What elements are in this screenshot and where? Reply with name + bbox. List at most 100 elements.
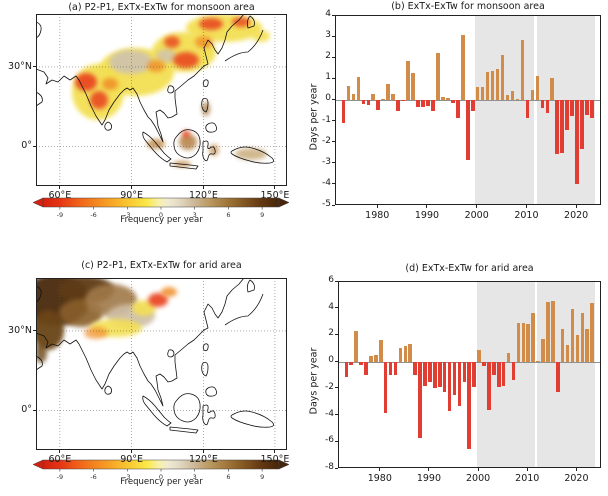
y-tick-label: -1 [322, 114, 331, 125]
panel-d-ylabel-text: Days per year [308, 347, 320, 415]
coastline [142, 395, 172, 427]
cb-tick-label: -6 [90, 211, 96, 219]
bar-1997 [462, 362, 467, 383]
bar-1995 [452, 362, 457, 395]
map-a [36, 14, 287, 186]
bar-2017 [560, 328, 565, 363]
bar-2003 [492, 362, 496, 376]
lon-label: 150°E [260, 454, 290, 465]
y-tick-label: 2 [325, 51, 331, 62]
bar-2010 [526, 324, 531, 363]
y-tick-label: 0 [328, 355, 334, 366]
bar-2012 [536, 360, 540, 363]
bar-1982 [388, 362, 393, 376]
x-tick-label: 2010 [514, 210, 539, 221]
x-tickmark [526, 468, 528, 471]
anomaly-blob [182, 130, 190, 138]
bar-1982 [386, 83, 390, 101]
coastline [169, 426, 199, 434]
y-tickmark [335, 440, 338, 442]
bar-1985 [401, 100, 405, 102]
bar-1984 [396, 100, 400, 111]
coastline [173, 129, 201, 159]
lon-label: 90°E [120, 190, 144, 201]
cb-tick-label: -9 [57, 473, 63, 481]
x-tick-label: 1990 [414, 210, 440, 221]
y-tick-label: -3 [322, 156, 331, 167]
x-tickmark [426, 205, 428, 208]
bar-2023 [590, 302, 594, 363]
bar-1977 [364, 362, 368, 375]
lon-tickmark [274, 186, 276, 189]
map-border [36, 278, 287, 450]
anomaly-blob [90, 91, 108, 109]
y-tickmark [332, 141, 335, 143]
y-tick-label: 2 [328, 328, 334, 339]
bar-2002 [485, 71, 490, 101]
y-tickmark [335, 387, 338, 389]
y-tickmark [332, 120, 335, 122]
bar-1999 [472, 362, 476, 387]
coastline [230, 146, 274, 164]
coastline [201, 98, 209, 113]
y-tickmark [335, 467, 338, 469]
lat-label: 30°N [8, 60, 32, 72]
bar-1992 [436, 52, 440, 101]
coastline [201, 362, 209, 377]
anomaly-blob [161, 287, 177, 297]
y-tickmark [332, 183, 335, 185]
coastline [167, 85, 175, 94]
panel-a-title: (a) P2-P1, ExTx-ExTw for monsoon area [68, 2, 255, 13]
bar-1981 [383, 362, 388, 413]
y-tick-label: 4 [325, 9, 331, 19]
bar-2002 [487, 362, 491, 410]
coastline [246, 15, 255, 29]
bar-2009 [521, 322, 526, 363]
bar-2011 [530, 89, 535, 101]
x-tick-label: 2000 [464, 210, 489, 221]
cb-tick-label: 0 [159, 473, 163, 481]
bar-2011 [531, 313, 535, 363]
lon-label: 60°E [48, 190, 72, 201]
coastline [205, 386, 217, 397]
bar-1978 [369, 356, 373, 363]
y-tickmark [335, 360, 338, 362]
bar-1983 [391, 94, 395, 101]
bar-1987 [413, 362, 417, 376]
map-inner [36, 278, 287, 450]
bar-2022 [585, 100, 589, 116]
lat-label: 0° [21, 140, 32, 152]
coastline [224, 29, 264, 62]
bar-1990 [426, 100, 430, 106]
y-tick-label: -2 [325, 381, 334, 392]
cb-tick-label: 6 [226, 211, 230, 219]
anomaly-blob [147, 60, 165, 72]
bar-1991 [433, 362, 437, 388]
bar-1989 [423, 362, 427, 387]
bar-1976 [356, 77, 361, 101]
cb-left-arrow [33, 197, 44, 208]
cb-tick-label: 9 [260, 473, 264, 481]
y-tick-label: 0 [325, 93, 331, 104]
coastline [246, 279, 255, 293]
y-tick-label: -6 [325, 435, 334, 446]
anomaly-blob [102, 78, 118, 90]
y-tick-label: -8 [325, 462, 334, 472]
bar-2014 [546, 302, 550, 363]
lat-tickmark [33, 330, 36, 332]
bar-1991 [431, 100, 435, 111]
x-tick-label: 2010 [515, 473, 540, 484]
bar-2020 [575, 100, 579, 184]
cb-tick-label: -6 [90, 473, 96, 481]
x-tick-label: 2020 [564, 210, 589, 221]
y-tickmark [332, 56, 335, 58]
x-tickmark [476, 205, 478, 208]
bar-2008 [515, 99, 520, 101]
lat-tickmark [33, 145, 36, 147]
coastline [173, 393, 201, 423]
bar-1975 [354, 331, 358, 363]
cb-bar [42, 197, 280, 208]
y-tick-label: 6 [328, 275, 334, 285]
y-tickmark [335, 414, 338, 416]
anomaly-blob [195, 36, 213, 48]
